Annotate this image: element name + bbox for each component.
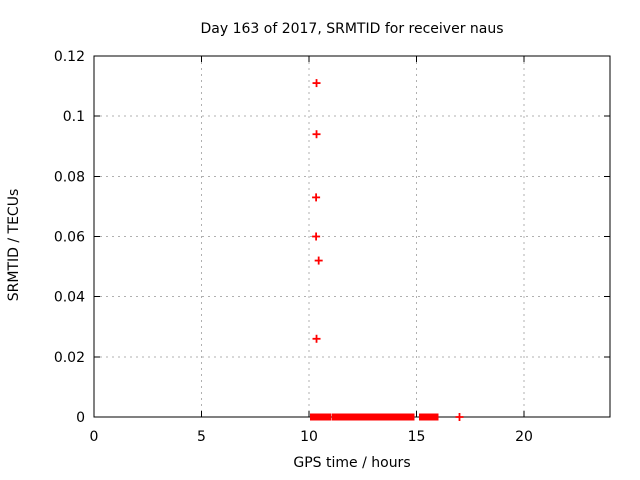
zero-run-bar bbox=[309, 413, 331, 421]
y-tick-label: 0 bbox=[76, 410, 85, 426]
y-tick-label: 0.12 bbox=[54, 49, 85, 65]
y-tick-label: 0.02 bbox=[54, 350, 85, 366]
data-point-marker bbox=[312, 232, 321, 241]
data-point-marker bbox=[312, 130, 321, 139]
zero-run-bar bbox=[419, 413, 439, 421]
data-point-marker bbox=[455, 413, 464, 421]
x-tick-label: 15 bbox=[408, 429, 426, 445]
x-tick-label: 20 bbox=[515, 429, 533, 445]
y-axis-label: SRMTID / TECUs bbox=[6, 189, 22, 302]
y-tick-label: 0.1 bbox=[63, 109, 85, 125]
x-tick-label: 10 bbox=[300, 429, 318, 445]
y-tick-label: 0.08 bbox=[54, 169, 85, 185]
x-tick-label: 0 bbox=[90, 429, 99, 445]
y-tick-label: 0.04 bbox=[54, 290, 85, 306]
zero-run-bar bbox=[382, 413, 415, 421]
data-point-marker bbox=[312, 79, 321, 88]
zero-run-bar bbox=[331, 413, 355, 421]
x-tick-label: 5 bbox=[197, 429, 206, 445]
plot-area: 0 5 10 15 20 0 0.02 0.04 0.06 0.08 0.1 0.12 bbox=[54, 49, 611, 445]
chart-title: Day 163 of 2017, SRMTID for receiver nau… bbox=[200, 21, 503, 37]
data-point-marker bbox=[312, 334, 321, 343]
data-point-marker bbox=[314, 256, 323, 265]
y-tick-label: 0.06 bbox=[54, 230, 85, 246]
x-axis-label: GPS time / hours bbox=[293, 455, 410, 471]
data-point-marker bbox=[312, 193, 321, 202]
zero-run-bar bbox=[352, 413, 385, 421]
